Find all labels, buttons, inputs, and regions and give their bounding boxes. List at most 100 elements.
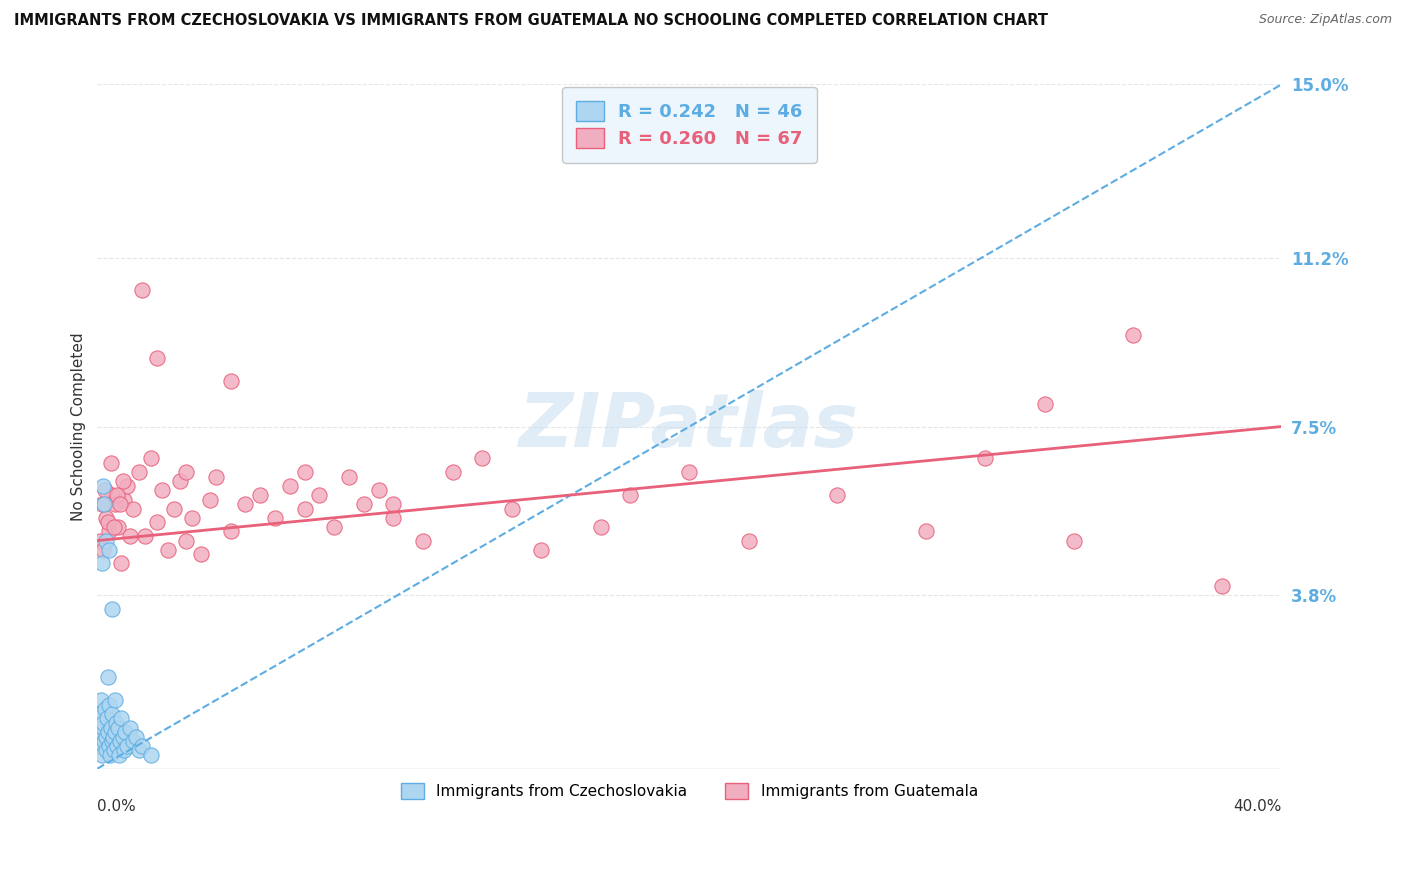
Point [103, 520, 125, 534]
Point [235, 497, 257, 511]
Point [94, 702, 117, 716]
Point [308, 488, 330, 502]
Point [87, 725, 110, 739]
Point [530, 542, 553, 557]
Point [118, 529, 141, 543]
Point [96, 711, 118, 725]
Point [90, 557, 112, 571]
Legend: Immigrants from Czechoslovakia, Immigrants from Guatemala: Immigrants from Czechoslovakia, Immigran… [395, 777, 984, 805]
Point [98, 524, 121, 539]
Point [264, 510, 287, 524]
Point [91, 542, 114, 557]
Point [105, 739, 128, 753]
Point [128, 465, 150, 479]
Point [145, 351, 167, 365]
Point [103, 743, 125, 757]
Point [93, 734, 115, 748]
Point [219, 374, 242, 388]
Point [97, 516, 120, 530]
Point [91, 716, 114, 731]
Point [139, 747, 162, 762]
Point [111, 730, 134, 744]
Point [100, 721, 122, 735]
Point [1033, 397, 1056, 411]
Point [108, 497, 131, 511]
Point [104, 725, 127, 739]
Point [93, 497, 115, 511]
Point [94, 483, 117, 498]
Point [118, 721, 141, 735]
Point [105, 488, 128, 502]
Point [441, 465, 464, 479]
Point [90, 747, 112, 762]
Point [96, 533, 118, 548]
Point [412, 533, 434, 548]
Point [114, 725, 136, 739]
Point [91, 721, 114, 735]
Point [323, 520, 346, 534]
Point [101, 488, 124, 502]
Point [382, 510, 405, 524]
Point [353, 497, 375, 511]
Point [128, 743, 150, 757]
Point [110, 711, 132, 725]
Point [90, 497, 112, 511]
Point [89, 706, 111, 721]
Point [100, 456, 122, 470]
Point [101, 602, 124, 616]
Point [1063, 533, 1085, 548]
Point [98, 542, 121, 557]
Point [108, 734, 131, 748]
Point [98, 698, 121, 712]
Text: Source: ZipAtlas.com: Source: ZipAtlas.com [1258, 13, 1392, 27]
Point [107, 520, 129, 534]
Point [294, 465, 316, 479]
Point [139, 451, 162, 466]
Point [367, 483, 389, 498]
Point [169, 475, 191, 489]
Point [104, 693, 127, 707]
Text: IMMIGRANTS FROM CZECHOSLOVAKIA VS IMMIGRANTS FROM GUATEMALA NO SCHOOLING COMPLET: IMMIGRANTS FROM CZECHOSLOVAKIA VS IMMIGR… [14, 13, 1047, 29]
Point [134, 529, 156, 543]
Point [97, 725, 120, 739]
Point [382, 497, 405, 511]
Point [678, 465, 700, 479]
Point [174, 533, 197, 548]
Point [278, 479, 301, 493]
Point [89, 533, 111, 548]
Point [157, 542, 180, 557]
Point [107, 747, 129, 762]
Point [104, 716, 127, 731]
Point [98, 747, 121, 762]
Point [249, 488, 271, 502]
Point [174, 465, 197, 479]
Point [96, 510, 118, 524]
Point [112, 492, 135, 507]
Point [219, 524, 242, 539]
Point [100, 734, 122, 748]
Point [190, 547, 212, 561]
Point [131, 739, 153, 753]
Point [501, 501, 523, 516]
Point [122, 734, 145, 748]
Point [111, 475, 134, 489]
Point [1122, 328, 1144, 343]
Point [115, 739, 138, 753]
Point [97, 670, 120, 684]
Text: 0.0%: 0.0% [97, 799, 136, 814]
Point [122, 501, 145, 516]
Point [104, 497, 127, 511]
Point [974, 451, 997, 466]
Point [94, 743, 117, 757]
Point [337, 469, 360, 483]
Point [471, 451, 494, 466]
Point [107, 721, 129, 735]
Point [198, 492, 221, 507]
Point [145, 516, 167, 530]
Point [112, 743, 135, 757]
Point [204, 469, 226, 483]
Point [125, 730, 148, 744]
Point [97, 739, 120, 753]
Point [91, 479, 114, 493]
Point [90, 693, 112, 707]
